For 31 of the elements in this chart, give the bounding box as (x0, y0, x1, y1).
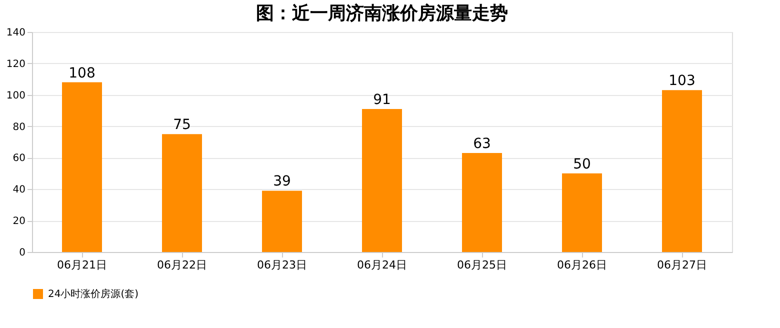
data-label: 39 (273, 174, 291, 190)
y-tick-label: 0 (19, 248, 26, 258)
x-tick-label: 06月24日 (357, 258, 407, 272)
x-tick-label: 06月27日 (657, 258, 707, 272)
data-label: 63 (473, 136, 491, 152)
data-label: 50 (573, 156, 591, 172)
x-tick-label: 06月21日 (57, 258, 107, 272)
y-tick-label: 60 (12, 153, 26, 164)
bar (662, 90, 702, 252)
bar (162, 134, 202, 252)
x-tick-label: 06月22日 (157, 258, 207, 272)
x-tick-label: 06月23日 (257, 258, 307, 272)
data-label: 75 (173, 117, 191, 134)
chart-title: 图：近一周济南涨价房源量走势 (256, 3, 508, 24)
y-tick-label: 40 (12, 184, 26, 196)
x-tick-label: 06月26日 (557, 258, 607, 272)
bar (462, 153, 502, 252)
bar (562, 173, 602, 252)
y-tick-label: 20 (12, 216, 26, 228)
data-label: 91 (373, 92, 391, 108)
bar (262, 190, 302, 252)
y-tick-label: 100 (6, 90, 26, 102)
y-tick-label: 80 (12, 122, 26, 133)
bar (362, 109, 402, 252)
x-tick-label: 06月25日 (457, 258, 507, 272)
data-label: 103 (668, 73, 696, 90)
legend-label: 24小时涨价房源(套) (48, 288, 139, 300)
y-tick-label: 140 (6, 28, 26, 38)
y-tick-label: 120 (6, 58, 26, 70)
data-label: 108 (68, 65, 96, 82)
bar (62, 82, 102, 252)
